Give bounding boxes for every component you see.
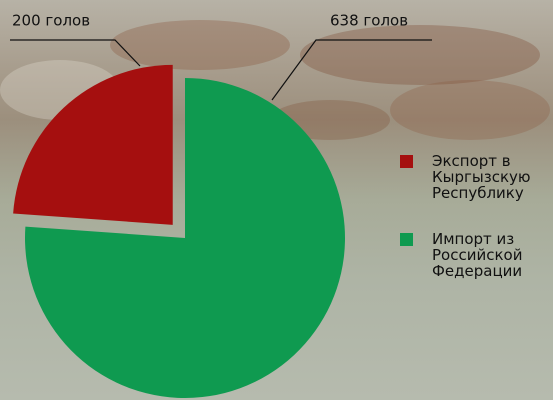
pie-slice — [24, 78, 345, 398]
legend-label: Импорт из Российской Федерации — [432, 230, 523, 280]
leader-line — [10, 39, 141, 67]
legend-swatch — [400, 155, 413, 168]
value-label: 638 голов — [330, 12, 408, 30]
pie-slice — [13, 64, 173, 225]
legend-swatch — [400, 233, 413, 246]
legend-label: Экспорт в Кыргызскую Республику — [432, 152, 531, 202]
leader-line — [271, 39, 432, 101]
value-label: 200 голов — [12, 12, 90, 30]
